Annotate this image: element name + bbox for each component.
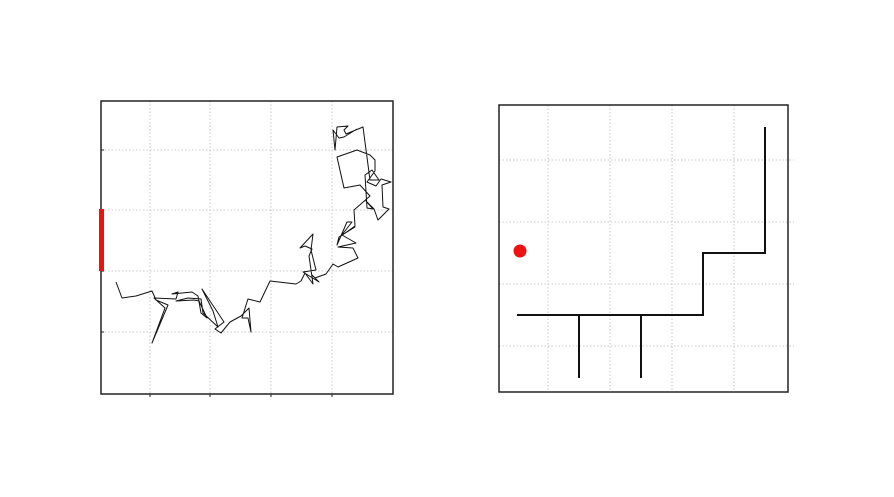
left-panel — [99, 100, 394, 397]
right-frame — [498, 104, 789, 393]
right-panel — [498, 104, 794, 393]
trajectory-path — [115, 125, 392, 344]
left-ticks — [101, 149, 333, 397]
right-grid — [499, 105, 794, 392]
agent-dot — [513, 244, 527, 258]
start-marker-bar — [99, 209, 104, 271]
maze-wall-main — [517, 127, 766, 316]
maze-walls — [517, 127, 766, 378]
